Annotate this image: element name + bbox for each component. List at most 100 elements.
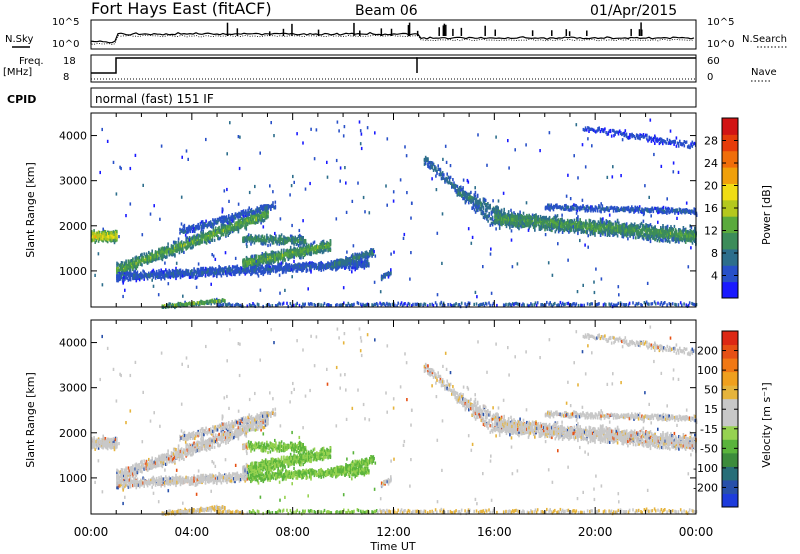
backscatter-cell	[247, 233, 250, 237]
backscatter-cell	[277, 260, 279, 264]
backscatter-cell	[245, 267, 248, 271]
backscatter-cell	[110, 231, 112, 235]
backscatter-cell	[197, 241, 200, 245]
backscatter-cell	[203, 233, 206, 238]
backscatter-cell	[179, 231, 181, 235]
backscatter-cell	[197, 269, 200, 273]
backscatter-cell	[170, 272, 173, 276]
beam-label: Beam 06	[355, 3, 418, 19]
backscatter-cell	[260, 216, 262, 220]
backscatter-cell	[132, 263, 134, 267]
backscatter-cell	[174, 248, 176, 252]
backscatter-cell	[153, 253, 156, 257]
backscatter-cell	[183, 241, 185, 245]
backscatter-cell	[238, 215, 240, 219]
backscatter-cell	[160, 256, 162, 260]
backscatter-cell	[175, 266, 177, 270]
backscatter-cell	[228, 214, 230, 218]
backscatter-cell	[237, 219, 240, 223]
backscatter-cell	[150, 257, 152, 261]
backscatter-cell	[182, 247, 184, 251]
backscatter-cell	[97, 239, 100, 243]
backscatter-cell	[155, 251, 158, 255]
backscatter-cell	[446, 172, 448, 176]
backscatter-cell	[222, 223, 225, 227]
backscatter-cell	[192, 235, 194, 239]
backscatter-cell	[197, 234, 200, 238]
nave-label: Nave	[751, 67, 777, 78]
backscatter-cell	[258, 207, 261, 211]
backscatter-cell	[503, 207, 505, 211]
backscatter-cell	[200, 272, 202, 276]
backscatter-cell	[252, 214, 254, 218]
backscatter-cell	[251, 220, 253, 224]
backscatter-cell	[208, 239, 210, 243]
backscatter-cell	[226, 228, 228, 232]
backscatter-cell	[436, 171, 438, 175]
backscatter-cell	[121, 270, 124, 274]
backscatter-cell	[178, 243, 181, 247]
backscatter-cell	[245, 209, 247, 213]
backscatter-cell	[216, 231, 218, 235]
backscatter-cell	[116, 267, 118, 271]
backscatter-cell	[439, 167, 442, 171]
backscatter-cell	[253, 221, 256, 225]
backscatter-cell	[135, 275, 138, 279]
backscatter-cell	[231, 229, 234, 233]
backscatter-cell	[497, 206, 499, 210]
backscatter-cell	[264, 216, 267, 220]
backscatter-cell	[242, 209, 245, 213]
backscatter-cell	[245, 211, 247, 215]
backscatter-cell	[161, 271, 164, 275]
backscatter-cell	[251, 254, 253, 258]
backscatter-cell	[140, 261, 142, 265]
backscatter-cell	[209, 240, 211, 244]
noise-traces	[90, 22, 695, 46]
backscatter-cell	[280, 233, 283, 237]
backscatter-cell	[175, 275, 177, 279]
backscatter-cell	[149, 252, 151, 256]
backscatter-cell	[201, 221, 204, 225]
backscatter-cell	[178, 272, 181, 276]
backscatter-cell	[435, 166, 437, 170]
backscatter-cell	[145, 258, 148, 262]
backscatter-cell	[239, 220, 242, 224]
backscatter-cell	[174, 246, 176, 250]
backscatter-cell	[251, 210, 254, 214]
backscatter-cell	[187, 272, 190, 276]
backscatter-cell	[191, 274, 193, 278]
backscatter-cell	[169, 248, 172, 252]
backscatter-cell	[188, 224, 190, 228]
backscatter-cell	[102, 239, 104, 243]
backscatter-cell	[264, 204, 266, 208]
backscatter-cell	[197, 224, 199, 228]
backscatter-cell	[174, 253, 176, 257]
backscatter-cell	[186, 236, 189, 240]
backscatter-cell	[163, 249, 166, 253]
backscatter-cell	[154, 254, 157, 258]
backscatter-cell	[167, 242, 169, 246]
backscatter-cell	[163, 246, 166, 250]
backscatter-cell	[170, 274, 173, 278]
backscatter-cell	[160, 273, 162, 277]
backscatter-cell	[174, 241, 176, 245]
backscatter-cell	[255, 216, 258, 220]
freq-unit-label: [MHz]	[3, 67, 32, 78]
backscatter-cell	[245, 224, 248, 228]
backscatter-cell	[96, 233, 99, 238]
backscatter-cell	[159, 270, 161, 275]
backscatter-cell	[116, 232, 118, 236]
backscatter-cell	[111, 237, 113, 241]
backscatter-cell	[256, 208, 258, 212]
backscatter-cell	[250, 221, 252, 225]
backscatter-cell	[250, 207, 253, 212]
backscatter-cell	[201, 232, 203, 236]
backscatter-cell	[175, 272, 177, 276]
backscatter-cell	[200, 228, 203, 232]
backscatter-cell	[210, 238, 212, 242]
backscatter-cell	[184, 270, 186, 274]
backscatter-cell	[241, 224, 243, 228]
backscatter-cell	[265, 211, 268, 215]
backscatter-cell	[228, 228, 231, 232]
backscatter-cell	[119, 265, 122, 269]
